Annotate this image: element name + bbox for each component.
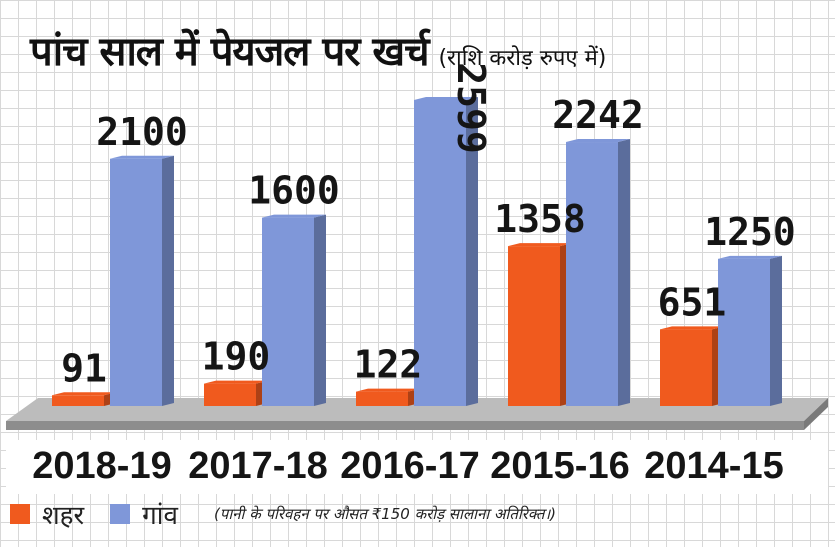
bar-city-2016-17 xyxy=(356,388,420,406)
floor-side xyxy=(804,398,828,430)
value-label-city-2016-17: 122 xyxy=(354,343,423,387)
value-label-city-2015-16: 1358 xyxy=(494,197,586,241)
chart-title: पांच साल में पेयजल पर खर्च xyxy=(30,29,429,75)
legend-label-village: गांव xyxy=(142,501,178,531)
bar-village-2016-17 xyxy=(414,97,478,406)
bars-layer xyxy=(52,97,782,406)
value-label-village-2014-15: 1250 xyxy=(704,210,796,254)
chart-subtitle: (राशि करोड़ रुपए में) xyxy=(438,46,607,71)
category-band xyxy=(6,440,828,494)
bar-city-2015-16 xyxy=(508,243,572,406)
bar-city-2018-19 xyxy=(52,392,116,406)
value-label-city-2014-15: 651 xyxy=(658,280,727,324)
legend-swatch-city xyxy=(10,504,30,524)
category-label-2015-16: 2015-16 xyxy=(490,445,629,487)
category-label-2018-19: 2018-19 xyxy=(32,445,171,487)
value-label-village-2016-17: 2599 xyxy=(449,62,493,154)
floor-front xyxy=(6,421,804,430)
value-label-village-2018-19: 2100 xyxy=(96,110,188,154)
value-label-village-2015-16: 2242 xyxy=(552,93,644,137)
bar-city-2014-15 xyxy=(660,326,724,406)
chart-title-row: पांच साल में पेयजल पर खर्च (राशि करोड़ र… xyxy=(30,22,606,77)
category-label-2014-15: 2014-15 xyxy=(644,445,783,487)
bar-village-2015-16 xyxy=(566,139,630,406)
value-label-village-2017-18: 1600 xyxy=(248,169,340,213)
value-label-city-2018-19: 91 xyxy=(61,346,107,390)
labels-layer: 91 2100 2018-19 190 1600 2017-18 122 2599 2016-1… xyxy=(32,62,795,487)
legend: शहर गांव (पानी के परिवहन पर औसत ₹150 करो… xyxy=(10,494,825,534)
value-label-city-2017-18: 190 xyxy=(202,335,271,379)
bar-village-2018-19 xyxy=(110,155,174,406)
legend-swatch-village xyxy=(110,504,131,524)
bar-village-2017-18 xyxy=(262,214,326,406)
legend-label-city: शहर xyxy=(42,501,85,531)
footnote: (पानी के परिवहन पर औसत ₹150 करोड़ सालाना… xyxy=(213,505,557,523)
category-label-2017-18: 2017-18 xyxy=(188,445,327,487)
bar-city-2017-18 xyxy=(204,380,268,406)
bar-village-2014-15 xyxy=(718,255,782,406)
category-label-2016-17: 2016-17 xyxy=(340,445,479,487)
